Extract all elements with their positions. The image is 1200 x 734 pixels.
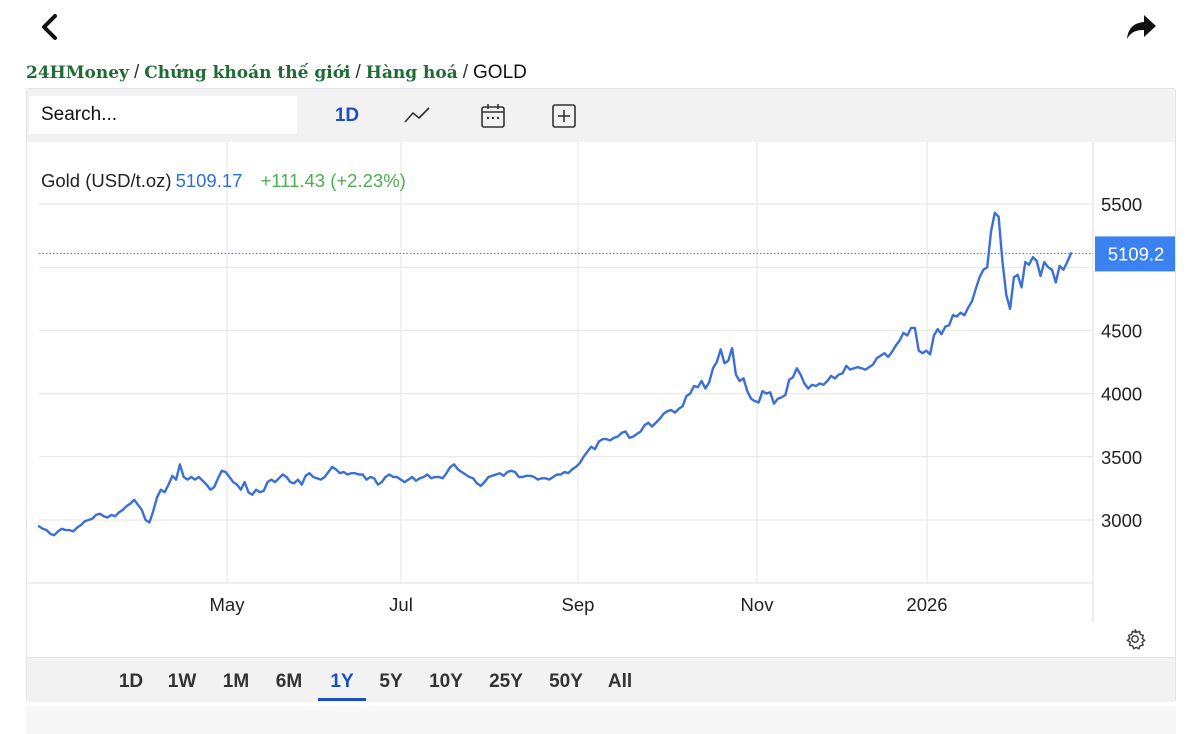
range-button-50y[interactable]: 50Y [549, 671, 583, 692]
range-button-all[interactable]: All [607, 671, 633, 692]
interval-button[interactable]: 1D [334, 105, 360, 126]
calendar-icon [481, 104, 505, 128]
x-tick-label: Jul [389, 594, 413, 615]
gear-icon [1126, 629, 1146, 650]
x-tick-label: May [210, 594, 246, 615]
range-button-25y[interactable]: 25Y [489, 671, 523, 692]
range-button-10y[interactable]: 10Y [429, 671, 463, 692]
plus-box-icon [552, 104, 576, 128]
y-tick-label: 4000 [1101, 384, 1142, 405]
y-tick-label: 4500 [1101, 320, 1142, 341]
share-button[interactable] [1124, 12, 1158, 42]
breadcrumb: 24HMoney / Chứng khoán thế giới / Hàng hoá / G… [26, 62, 527, 84]
y-tick-label: 3000 [1101, 510, 1142, 531]
add-indicator-button[interactable] [548, 100, 580, 132]
back-button[interactable] [36, 12, 64, 42]
breadcrumb-separator: / [462, 62, 469, 83]
y-tick-label: 3500 [1101, 447, 1142, 468]
breadcrumb-separator: / [355, 62, 361, 83]
series-line-gold [37, 211, 1073, 537]
range-button-5y[interactable]: 5Y [379, 671, 403, 692]
legend-price: 5109.17 [175, 170, 243, 191]
chart-type-button[interactable] [401, 100, 433, 132]
price-chart[interactable]: 3000 3500 4000 4500 5500 May Jul Sep Nov 2026 5109… [27, 142, 1175, 657]
chevron-left-icon [42, 14, 57, 40]
x-tick-label: 2026 [906, 594, 947, 615]
x-tick-label: Nov [741, 594, 775, 615]
range-button-6m[interactable]: 6M [275, 671, 303, 692]
breadcrumb-current: GOLD [473, 62, 527, 83]
range-button-1m[interactable]: 1M [222, 671, 250, 692]
x-tick-label: Sep [562, 594, 595, 615]
range-button-1y[interactable]: 1Y [318, 658, 366, 701]
range-button-1d[interactable]: 1D [118, 671, 144, 692]
breadcrumb-item-24hmoney[interactable]: 24HMoney [26, 63, 129, 83]
last-price-label: 5109.2 [1108, 243, 1165, 264]
chart-toolbar: 1D [27, 89, 1175, 142]
legend-series-name: Gold (USD/t.oz) [41, 170, 172, 191]
y-tick-label: 5500 [1101, 194, 1142, 215]
below-section [26, 706, 1176, 734]
breadcrumb-item-world-stocks[interactable]: Chứng khoán thế giới [144, 63, 351, 83]
breadcrumb-item-commodities[interactable]: Hàng hoá [365, 63, 458, 83]
chart-area[interactable]: 3000 3500 4000 4500 5500 May Jul Sep Nov 2026 5109… [27, 142, 1175, 657]
range-button-1w[interactable]: 1W [167, 671, 197, 692]
date-range-button[interactable] [477, 100, 509, 132]
symbol-search-input[interactable] [29, 96, 297, 134]
line-chart-icon [404, 107, 430, 123]
share-arrow-icon [1127, 15, 1156, 39]
top-bar [0, 0, 1200, 56]
legend-change: +111.43 (+2.23%) [260, 170, 406, 191]
breadcrumb-separator: / [133, 62, 140, 83]
last-price-badge [1095, 236, 1175, 272]
chart-settings-button[interactable] [1123, 627, 1147, 651]
chart-legend: Gold (USD/t.oz) 5109.17 +111.43 (+2.23%) [41, 170, 406, 192]
time-range-bar: 1D 1W 1M 6M 1Y 5Y 10Y 25Y 50Y All [27, 657, 1175, 702]
